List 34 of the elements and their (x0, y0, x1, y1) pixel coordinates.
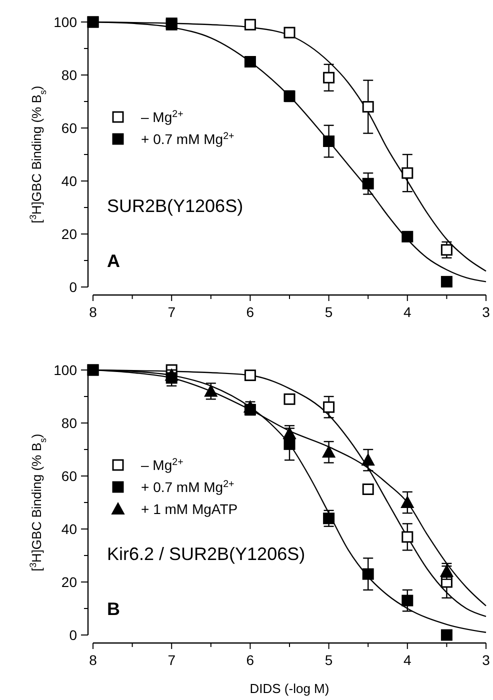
y-tick-label: 60 (61, 468, 78, 484)
x-tick-label: 6 (246, 652, 254, 668)
legend-label: + 0.7 mM Mg$^{2+}$ (141, 130, 235, 147)
y-tick-label: 80 (61, 414, 78, 431)
legend-label: + 0.7 mM Mg$^{2+}$ (141, 478, 235, 495)
legend-label: + 1 mM MgATP (141, 500, 238, 517)
x-tick-label: 4 (404, 652, 412, 668)
y-tick-label: 40 (61, 520, 78, 537)
x-tick-label: 3 (482, 652, 490, 668)
x-tick-label: 8 (89, 304, 98, 320)
annotation: Kir6.2 / SUR2B(Y1206S) (107, 544, 306, 564)
x-tick-label: 7 (168, 652, 176, 668)
annotation: B (107, 599, 120, 619)
x-tick-label: 7 (168, 304, 176, 320)
x-tick-label: 6 (246, 304, 254, 320)
y-tick-label: 20 (61, 574, 78, 590)
x-axis-title: DIDS (-log M) (250, 681, 330, 696)
x-tick-label: 5 (324, 652, 333, 668)
legend-label: – Mg$^{2+}$ (141, 108, 184, 125)
x-tick-label: 4 (404, 304, 412, 320)
y-tick-label: 60 (61, 120, 78, 136)
annotation: SUR2B(Y1206S) (107, 196, 244, 216)
x-tick-label: 8 (89, 652, 98, 668)
y-tick-label: 20 (61, 226, 78, 242)
x-tick-label: 5 (324, 304, 333, 320)
x-tick-label: 3 (482, 304, 490, 320)
y-tick-label: 100 (54, 14, 78, 30)
y-tick-label: 0 (69, 278, 78, 295)
legend-label: – Mg$^{2+}$ (141, 456, 184, 473)
y-tick-label: 40 (61, 172, 78, 189)
y-tick-label: 100 (54, 362, 78, 378)
annotation: A (107, 251, 120, 271)
y-tick-label: 0 (69, 626, 78, 643)
y-tick-label: 80 (61, 66, 78, 83)
